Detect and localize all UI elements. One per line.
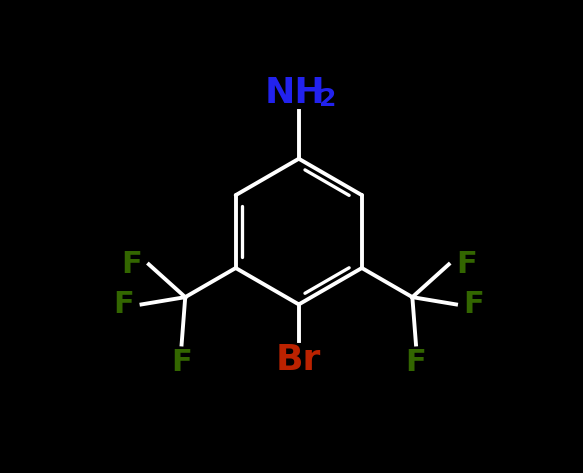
Text: F: F xyxy=(463,290,484,319)
Text: Br: Br xyxy=(276,342,321,377)
Text: F: F xyxy=(456,250,477,279)
Text: F: F xyxy=(121,250,142,279)
Text: F: F xyxy=(114,290,134,319)
Text: F: F xyxy=(171,348,192,377)
Text: 2: 2 xyxy=(319,88,336,112)
Text: F: F xyxy=(406,348,426,377)
Text: NH: NH xyxy=(265,76,325,110)
